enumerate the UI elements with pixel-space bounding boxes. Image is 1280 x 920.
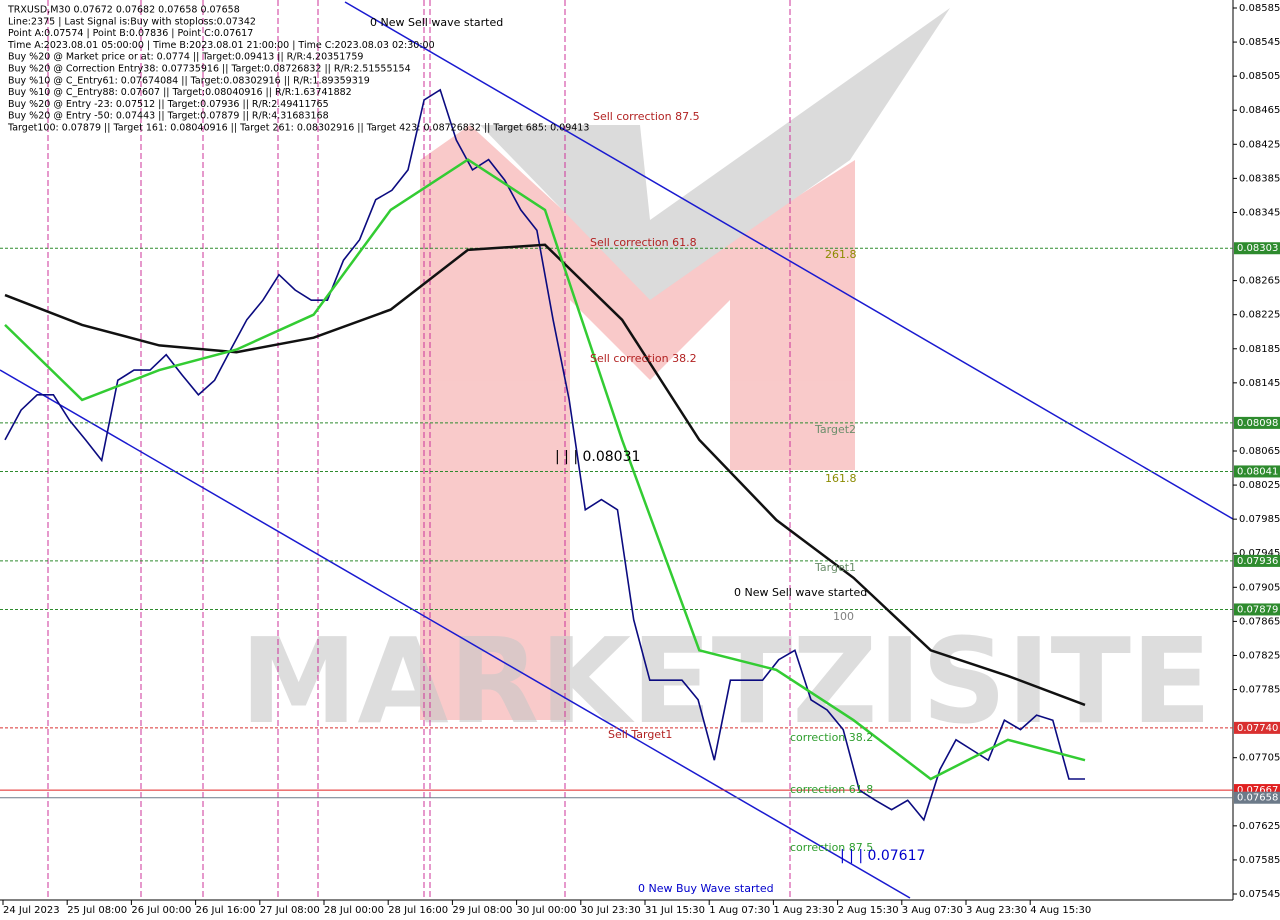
- x-tick-label: 26 Jul 16:00: [196, 905, 256, 916]
- separators: [47, 0, 791, 900]
- annotation: Sell correction 87.5: [593, 110, 700, 123]
- x-tick-label: 25 Jul 08:00: [67, 905, 127, 916]
- series-line: [4, 158, 1086, 781]
- info-line: Point A:0.07574 | Point B:0.07836 | Poin…: [8, 28, 253, 39]
- watermark: MARKETZISITE: [240, 612, 1212, 750]
- y-tick-label: 0.08345: [1239, 207, 1280, 218]
- logo-chevron: [480, 8, 950, 300]
- x-tick-label: 28 Jul 16:00: [388, 905, 448, 916]
- annotation: correction 38.2: [790, 731, 873, 744]
- level-tag: [1234, 721, 1280, 734]
- level-label: 0.07936: [1237, 556, 1278, 567]
- x-tick-label: 1 Aug 23:30: [773, 905, 834, 916]
- annotation: correction 87.5: [790, 841, 873, 854]
- x-tick-label: 30 Jul 23:30: [581, 905, 641, 916]
- series-line: [4, 88, 1085, 822]
- level-tag: [1234, 791, 1280, 804]
- annotation: 261.8: [825, 248, 857, 261]
- x-tick-label: 26 Jul 00:00: [131, 905, 191, 916]
- info-line: TRXUSD,M30 0.07672 0.07682 0.07658 0.076…: [7, 5, 240, 16]
- level-tag: [1234, 242, 1280, 255]
- info-line: Buy %20 @ Entry -23: 0.07512 || Target:0…: [8, 99, 329, 110]
- annotation: 0 New Sell wave started: [370, 16, 503, 29]
- level-label: 0.08303: [1237, 243, 1278, 254]
- x-tick-label: 27 Jul 08:00: [260, 905, 320, 916]
- series-line: [4, 243, 1086, 707]
- y-tick-label: 0.07585: [1239, 855, 1280, 866]
- level-label: 0.07667: [1237, 785, 1278, 796]
- x-tick-label: 3 Aug 23:30: [966, 905, 1027, 916]
- x-tick-label: 3 Aug 07:30: [902, 905, 963, 916]
- y-tick-label: 0.07625: [1239, 821, 1280, 832]
- level-label: 0.08041: [1237, 466, 1278, 477]
- info-line: Time A:2023.08.01 05:00:00 | Time B:2023…: [7, 40, 435, 51]
- info-line: Buy %20 @ Correction Entry38: 0.07735916…: [8, 64, 411, 75]
- annotation: | | | 0.08031: [555, 449, 640, 465]
- annotation: Sell correction 61.8: [590, 236, 697, 249]
- x-tick-label: 1 Aug 07:30: [709, 905, 770, 916]
- level-tag: [1234, 554, 1280, 567]
- y-tick-label: 0.07865: [1239, 616, 1280, 627]
- level-tag: [1234, 465, 1280, 478]
- y-tick-label: 0.07905: [1239, 582, 1280, 593]
- logo-m: [420, 125, 855, 720]
- x-tick-label: 28 Jul 00:00: [324, 905, 384, 916]
- y-tick-label: 0.08145: [1239, 378, 1280, 389]
- x-tick-label: 29 Jul 08:00: [452, 905, 512, 916]
- y-tick-label: 0.08505: [1239, 71, 1280, 82]
- info-line: Buy %20 @ Market price or at: 0.0774 || …: [8, 52, 363, 63]
- info-line: Buy %10 @ C_Entry88: 0.07607 || Target:0…: [8, 87, 352, 98]
- x-tick-label: 31 Jul 15:30: [645, 905, 705, 916]
- logo: [420, 8, 950, 720]
- level-label: 0.07658: [1237, 793, 1278, 804]
- annotation: | | | 0.07617: [840, 848, 925, 864]
- channel-lower: [0, 369, 911, 899]
- price-axis-bg: [1233, 0, 1280, 920]
- y-tick-label: 0.07545: [1239, 889, 1280, 900]
- annotation: 100: [833, 610, 854, 623]
- y-tick-label: 0.07825: [1239, 650, 1280, 661]
- info-line: Buy %20 @ Entry -50: 0.07443 || Target:0…: [8, 111, 329, 122]
- channel-upper: [344, 1, 1234, 520]
- y-tick-label: 0.08585: [1239, 3, 1280, 14]
- annotation: Target1: [814, 561, 856, 574]
- y-tick-label: 0.08385: [1239, 173, 1280, 184]
- annotation: correction 61.8: [790, 783, 873, 796]
- y-tick-label: 0.08025: [1239, 480, 1280, 491]
- info-line: Line:2375 | Last Signal is:Buy with stop…: [8, 16, 256, 27]
- y-tick-label: 0.08225: [1239, 310, 1280, 321]
- y-tick-label: 0.07705: [1239, 753, 1280, 764]
- info-line: Target100: 0.07879 || Target 161: 0.0804…: [7, 123, 589, 134]
- annotation: Sell correction 38.2: [590, 352, 697, 365]
- level-label: 0.08098: [1237, 418, 1278, 429]
- annotation: Sell Target1: [608, 728, 672, 741]
- y-tick-label: 0.08425: [1239, 139, 1280, 150]
- y-tick-label: 0.08545: [1239, 37, 1280, 48]
- annotation: 0 New Buy Wave started: [638, 882, 774, 895]
- x-tick-label: 4 Aug 15:30: [1030, 905, 1091, 916]
- x-tick-label: 30 Jul 00:00: [517, 905, 577, 916]
- y-tick-label: 0.08265: [1239, 276, 1280, 287]
- level-label: 0.07740: [1237, 723, 1278, 734]
- annotation: Target2: [814, 423, 856, 436]
- channel: [0, 1, 1234, 899]
- y-tick-label: 0.08065: [1239, 446, 1280, 457]
- level-tag: [1234, 416, 1280, 429]
- annotation: 0 New Sell wave started: [734, 586, 867, 599]
- y-tick-label: 0.07945: [1239, 548, 1280, 559]
- y-tick-label: 0.07985: [1239, 514, 1280, 525]
- y-tick-label: 0.08465: [1239, 105, 1280, 116]
- x-tick-label: 24 Jul 2023: [3, 905, 60, 916]
- info-line: Buy %10 @ C_Entry61: 0.07674084 || Targe…: [8, 75, 370, 86]
- y-tick-label: 0.08185: [1239, 344, 1280, 355]
- level-tag: [1234, 603, 1280, 616]
- y-tick-label: 0.07785: [1239, 685, 1280, 696]
- level-label: 0.07879: [1237, 604, 1278, 615]
- annotation: 161.8: [825, 472, 857, 485]
- x-tick-label: 2 Aug 15:30: [838, 905, 899, 916]
